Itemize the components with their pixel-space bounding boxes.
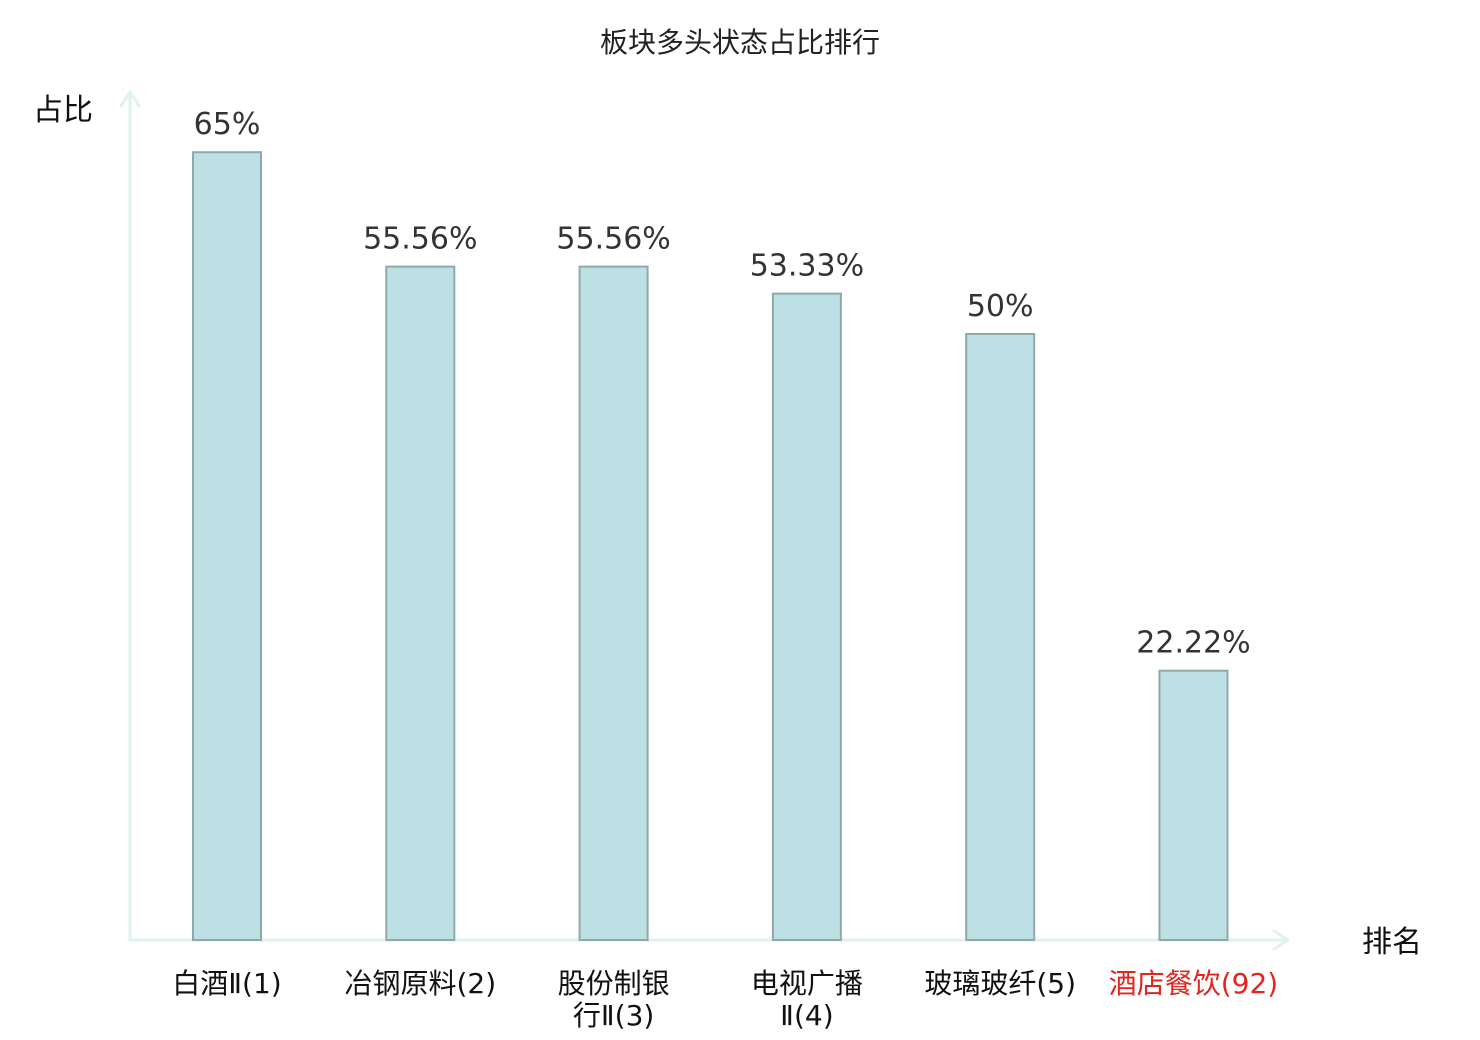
category-label: 冶钢原料(2) [344, 967, 496, 1000]
chart-title: 板块多头状态占比排行 [600, 26, 880, 59]
bars-group [192, 151, 1229, 942]
category-label: 玻璃玻纤(5) [924, 967, 1076, 1000]
value-label: 53.33% [750, 249, 864, 284]
value-labels-group: 65% 55.56% 55.56% 53.33% 50% 22.22% [194, 107, 1251, 660]
category-label: 白酒Ⅱ(1) [172, 967, 281, 1000]
bar [578, 265, 649, 941]
bar [192, 151, 262, 941]
x-axis-label: 排名 [1362, 925, 1422, 960]
bar [1158, 669, 1229, 941]
value-label: 50% [967, 289, 1034, 324]
value-label: 65% [194, 107, 261, 142]
category-labels-group: 白酒Ⅱ(1) 冶钢原料(2) 股份制银行Ⅱ(3) 电视广播 Ⅱ(4) 玻璃玻纤(5) 酒店餐… [172, 967, 1278, 1032]
y-axis-label: 占比 [33, 93, 93, 128]
category-label: 酒店餐饮(92) [1109, 967, 1278, 1000]
value-label: 55.56% [556, 222, 670, 257]
bar [965, 333, 1036, 941]
value-label: 22.22% [1136, 626, 1250, 661]
category-label: 电视广播 Ⅱ(4) [751, 967, 863, 1032]
value-label: 55.56% [363, 222, 477, 257]
x-axis-arrow [1272, 929, 1290, 951]
bar [771, 292, 842, 942]
category-label: 股份制银行Ⅱ(3) [558, 967, 670, 1032]
y-axis-arrow [119, 90, 141, 108]
bar [385, 265, 456, 941]
axes [119, 90, 1290, 951]
